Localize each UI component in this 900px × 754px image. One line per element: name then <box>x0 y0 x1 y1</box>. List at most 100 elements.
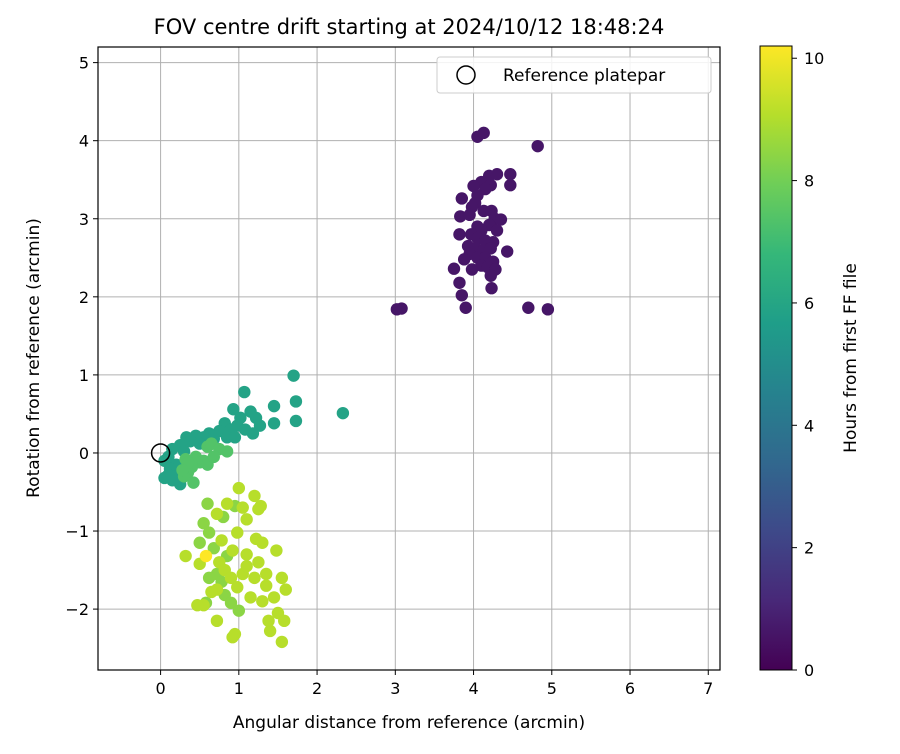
data-point <box>248 571 261 585</box>
data-point <box>275 635 289 649</box>
data-point <box>467 179 480 193</box>
data-point <box>395 302 408 315</box>
data-point <box>531 139 544 153</box>
data-point <box>260 567 273 581</box>
data-point <box>494 213 508 226</box>
data-point <box>240 513 253 526</box>
data-point <box>244 591 257 604</box>
y-tick-label: 5 <box>79 54 89 73</box>
data-point <box>202 571 216 585</box>
data-points <box>158 126 555 649</box>
data-point <box>457 253 471 266</box>
x-axis-ticks: 0 1 2 3 4 5 6 7 <box>155 670 713 698</box>
data-point <box>193 536 206 549</box>
data-point <box>199 549 213 563</box>
data-point <box>477 126 490 140</box>
y-tick-label: −1 <box>65 522 89 541</box>
data-point <box>454 210 467 223</box>
data-point <box>267 417 281 430</box>
y-axis-label: Rotation from reference (arcmin) <box>24 218 44 498</box>
chart-title: FOV centre drift starting at 2024/10/12 … <box>154 15 665 39</box>
data-point <box>232 604 246 617</box>
data-point <box>232 481 246 495</box>
data-point <box>504 178 517 192</box>
plot-frame <box>97 46 721 671</box>
data-point <box>490 168 504 181</box>
data-point <box>490 224 504 237</box>
data-point <box>541 303 555 316</box>
data-point <box>220 445 234 458</box>
x-tick-label: 7 <box>703 679 713 698</box>
data-point <box>447 262 461 275</box>
data-point <box>270 544 283 557</box>
data-point <box>256 595 269 608</box>
data-point <box>207 450 220 464</box>
data-point <box>176 463 189 477</box>
data-point <box>289 414 303 428</box>
data-point <box>484 269 497 282</box>
data-point <box>485 282 498 295</box>
x-tick-label: 4 <box>468 679 478 698</box>
colorbar-tick-label: 0 <box>804 661 814 680</box>
colorbar-tick-label: 10 <box>804 49 824 68</box>
data-point <box>246 427 260 440</box>
data-point <box>207 542 220 555</box>
data-point <box>252 556 265 569</box>
data-point <box>197 517 210 530</box>
data-point <box>459 301 472 314</box>
x-axis-label: Angular distance from reference (arcmin) <box>233 713 585 733</box>
data-point <box>162 468 175 482</box>
data-point <box>240 559 253 573</box>
y-tick-label: 0 <box>79 444 89 463</box>
data-point <box>210 507 224 521</box>
legend: Reference platepar <box>436 56 712 94</box>
data-point <box>287 369 300 382</box>
data-point <box>220 497 234 510</box>
data-point <box>522 301 535 314</box>
colorbar-gradient <box>759 45 793 671</box>
data-point <box>240 548 253 561</box>
data-point <box>226 544 239 557</box>
data-point <box>224 571 238 585</box>
data-point <box>228 431 242 444</box>
data-point <box>187 476 200 489</box>
y-tick-label: 4 <box>79 132 89 151</box>
data-point <box>453 228 466 241</box>
data-point <box>263 624 277 638</box>
data-point <box>267 399 281 413</box>
data-point <box>248 489 261 503</box>
colorbar-tick-label: 8 <box>804 172 814 191</box>
x-tick-label: 6 <box>625 679 635 698</box>
legend-marker <box>456 65 476 85</box>
legend-entry-reference: Reference platepar <box>503 66 665 86</box>
data-point <box>463 208 476 222</box>
data-point <box>224 596 238 610</box>
data-point <box>201 497 214 510</box>
data-point <box>226 631 239 644</box>
data-point <box>289 395 303 408</box>
data-point <box>210 614 224 628</box>
colorbar-tick-label: 6 <box>804 294 814 313</box>
data-point <box>484 242 497 255</box>
data-point <box>231 526 244 539</box>
data-point <box>278 614 291 628</box>
data-point <box>267 591 281 604</box>
data-point <box>260 579 273 592</box>
data-point <box>453 276 466 289</box>
data-point <box>275 571 289 585</box>
y-tick-label: 1 <box>79 366 89 385</box>
colorbar-ticks: 0 2 4 6 8 10 <box>792 49 824 680</box>
data-point <box>215 534 228 547</box>
data-point <box>252 502 265 516</box>
reference-platepar-marker <box>150 443 171 463</box>
colorbar-tick-label: 2 <box>804 539 814 558</box>
colorbar-tick-label: 4 <box>804 416 814 435</box>
y-tick-label: −2 <box>65 600 89 619</box>
y-axis-ticks: −2 −1 0 1 2 3 4 5 <box>65 54 98 619</box>
data-point <box>455 192 469 205</box>
x-tick-label: 3 <box>390 679 400 698</box>
data-point <box>455 289 469 302</box>
data-point <box>231 581 244 594</box>
x-tick-label: 0 <box>155 679 165 698</box>
